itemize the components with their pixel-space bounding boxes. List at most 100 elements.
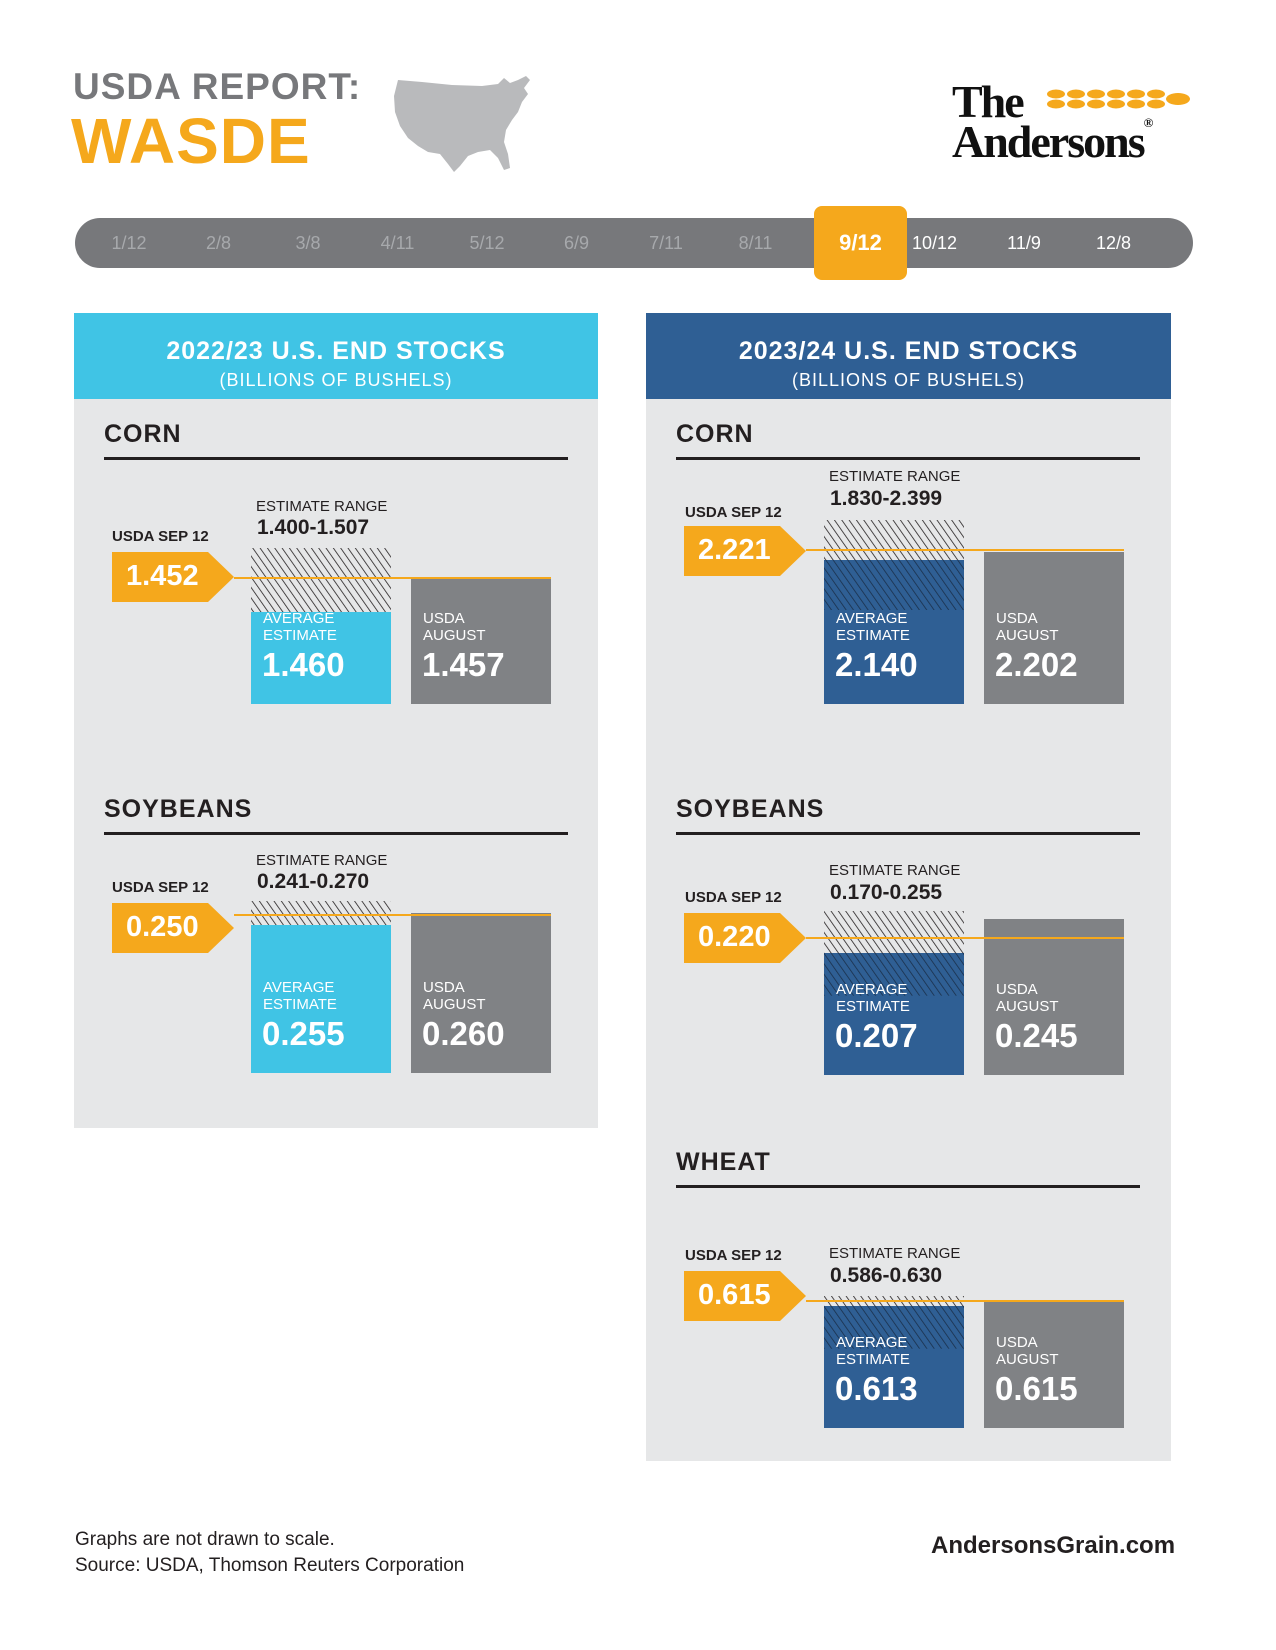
report-kicker: USDA REPORT:	[73, 66, 362, 107]
timeline-date[interactable]: 11/9	[1007, 233, 1041, 253]
estimate-range-label: ESTIMATE RANGE	[829, 1245, 961, 1262]
usda-august-label: AUGUST	[996, 627, 1059, 644]
panel-title: 2023/24 U.S. END STOCKS	[738, 337, 1079, 365]
wheat-icon	[1047, 89, 1190, 109]
estimate-range-hatch-overlap	[824, 953, 964, 996]
usda-sep12-tag	[112, 552, 234, 602]
usda-august-label: AUGUST	[423, 996, 486, 1013]
estimate-range-value: 0.241-0.270	[257, 870, 370, 893]
usda-sep12-value: 1.452	[126, 560, 199, 592]
timeline-date[interactable]: 5/12	[469, 233, 505, 253]
usda-august-label: USDA	[423, 610, 465, 627]
usda-august-label: AUGUST	[996, 998, 1059, 1015]
crop-title: WHEAT	[676, 1148, 771, 1176]
average-estimate-label: AVERAGE	[836, 981, 908, 998]
average-estimate-label: ESTIMATE	[836, 627, 910, 644]
crop-block: CORN USDA SEP 12 1.452 ESTIMATE RANGE 1.400-…	[104, 420, 568, 720]
usda-august-label: AUGUST	[423, 627, 486, 644]
average-estimate-label: AVERAGE	[836, 1334, 908, 1351]
report-title: WASDE	[71, 105, 311, 177]
timeline-date[interactable]: 2/8	[205, 233, 232, 253]
usda-sep12-tag	[684, 526, 806, 576]
timeline-date[interactable]: 7/11	[649, 233, 683, 253]
not-to-scale-note: Graphs are not drawn to scale.	[75, 1529, 335, 1550]
estimate-range-value: 1.400-1.507	[257, 516, 370, 539]
panel-subtitle: (BILLIONS OF BUSHELS)	[791, 370, 1026, 390]
usda-august-value: 2.202	[995, 646, 1078, 683]
timeline-date[interactable]: 8/11	[738, 233, 773, 253]
crop-title: SOYBEANS	[104, 795, 253, 823]
average-estimate-value: 2.140	[835, 646, 918, 683]
usda-sep12-value: 0.220	[698, 921, 771, 953]
crop-title: CORN	[104, 420, 182, 448]
usda-august-bar	[984, 552, 1124, 704]
average-estimate-label: ESTIMATE	[836, 998, 910, 1015]
estimate-range-hatch	[824, 520, 964, 560]
usda-august-bar	[984, 1301, 1124, 1428]
crop-title-rule	[676, 832, 1140, 835]
estimate-range-hatch	[824, 911, 964, 953]
average-estimate-bar	[251, 612, 391, 704]
usda-sep12-label: USDA SEP 12	[685, 504, 782, 521]
timeline-active-date[interactable]: 9/12	[814, 206, 907, 280]
usda-august-label: USDA	[996, 981, 1038, 998]
crop-title-rule	[104, 457, 568, 460]
usda-sep12-value: 2.221	[698, 534, 771, 566]
usda-august-bar	[411, 913, 551, 1073]
estimate-range-label: ESTIMATE RANGE	[256, 852, 388, 869]
logo-word-andersons: Andersons®	[952, 115, 1154, 167]
timeline-date[interactable]: 6/9	[563, 233, 590, 253]
usda-sep12-value: 0.250	[126, 911, 199, 943]
usda-sep12-tag	[684, 1271, 806, 1321]
usda-sep12-label: USDA SEP 12	[685, 1247, 782, 1264]
crop-block: SOYBEANS USDA SEP 12 0.250 ESTIMATE RANGE 0.…	[104, 795, 568, 1095]
website-link[interactable]: AndersonsGrain.com	[931, 1532, 1176, 1559]
andersons-logo: The Andersons®	[952, 75, 1202, 167]
usda-august-value: 0.615	[995, 1370, 1078, 1407]
estimate-range-hatch-overlap	[251, 901, 391, 925]
usda-sep12-value: 0.615	[698, 1279, 771, 1311]
report-date-timeline	[75, 218, 1193, 268]
average-estimate-label: ESTIMATE	[836, 1351, 910, 1368]
estimate-range-hatch-overlap	[824, 560, 964, 610]
usda-august-label: USDA	[996, 610, 1038, 627]
usda-august-value: 0.260	[422, 1015, 505, 1052]
crop-title-rule	[104, 832, 568, 835]
crop-chart	[112, 901, 551, 1073]
estimate-range-hatch-overlap	[824, 1306, 964, 1349]
average-estimate-value: 0.207	[835, 1017, 918, 1054]
crop-chart	[684, 911, 1124, 1075]
timeline-date[interactable]: 3/8	[295, 233, 321, 253]
timeline-date[interactable]: 1/12	[111, 233, 147, 253]
estimate-range-value: 0.170-0.255	[830, 881, 943, 904]
timeline-date[interactable]: 10/12	[911, 233, 958, 253]
crop-block: WHEAT USDA SEP 12 0.615 ESTIMATE RANGE 0.586…	[676, 1148, 1140, 1448]
usda-august-label: USDA	[996, 1334, 1038, 1351]
average-estimate-value: 0.255	[262, 1015, 345, 1052]
average-estimate-label: AVERAGE	[263, 979, 335, 996]
average-estimate-label: AVERAGE	[263, 610, 335, 627]
timeline-date[interactable]: 4/11	[380, 233, 415, 253]
crop-block: SOYBEANS USDA SEP 12 0.220 ESTIMATE RANGE 0.…	[676, 795, 1140, 1095]
us-map-icon	[394, 76, 530, 172]
estimate-range-label: ESTIMATE RANGE	[829, 468, 961, 485]
average-estimate-value: 0.613	[835, 1370, 918, 1407]
panel-subtitle: (BILLIONS OF BUSHELS)	[219, 370, 453, 390]
usda-august-label: AUGUST	[996, 1351, 1059, 1368]
estimate-range-label: ESTIMATE RANGE	[256, 498, 388, 515]
crop-title-rule	[676, 1185, 1140, 1188]
usda-sep12-tag	[112, 903, 234, 953]
estimate-range-hatch-overlap	[251, 588, 391, 612]
timeline-date[interactable]: 12/8	[1095, 233, 1132, 253]
panel-header: 2023/24 U.S. END STOCKS (BILLIONS OF BUSH…	[646, 313, 1171, 399]
crop-block: CORN USDA SEP 12 2.221 ESTIMATE RANGE 1.830-…	[676, 420, 1140, 720]
panel-header: 2022/23 U.S. END STOCKS (BILLIONS OF BUSH…	[74, 313, 598, 399]
crop-title: SOYBEANS	[676, 795, 825, 823]
usda-august-bar	[411, 578, 551, 704]
estimate-range-value: 0.586-0.630	[830, 1264, 943, 1287]
footnote: Graphs are not drawn to scale. Source: U…	[75, 1527, 464, 1579]
end-stocks-panel: 2023/24 U.S. END STOCKS (BILLIONS OF BUSH…	[646, 313, 1171, 1461]
crop-title-rule	[676, 457, 1140, 460]
logo-word-the: The	[952, 76, 1025, 127]
crop-title: CORN	[676, 420, 754, 448]
